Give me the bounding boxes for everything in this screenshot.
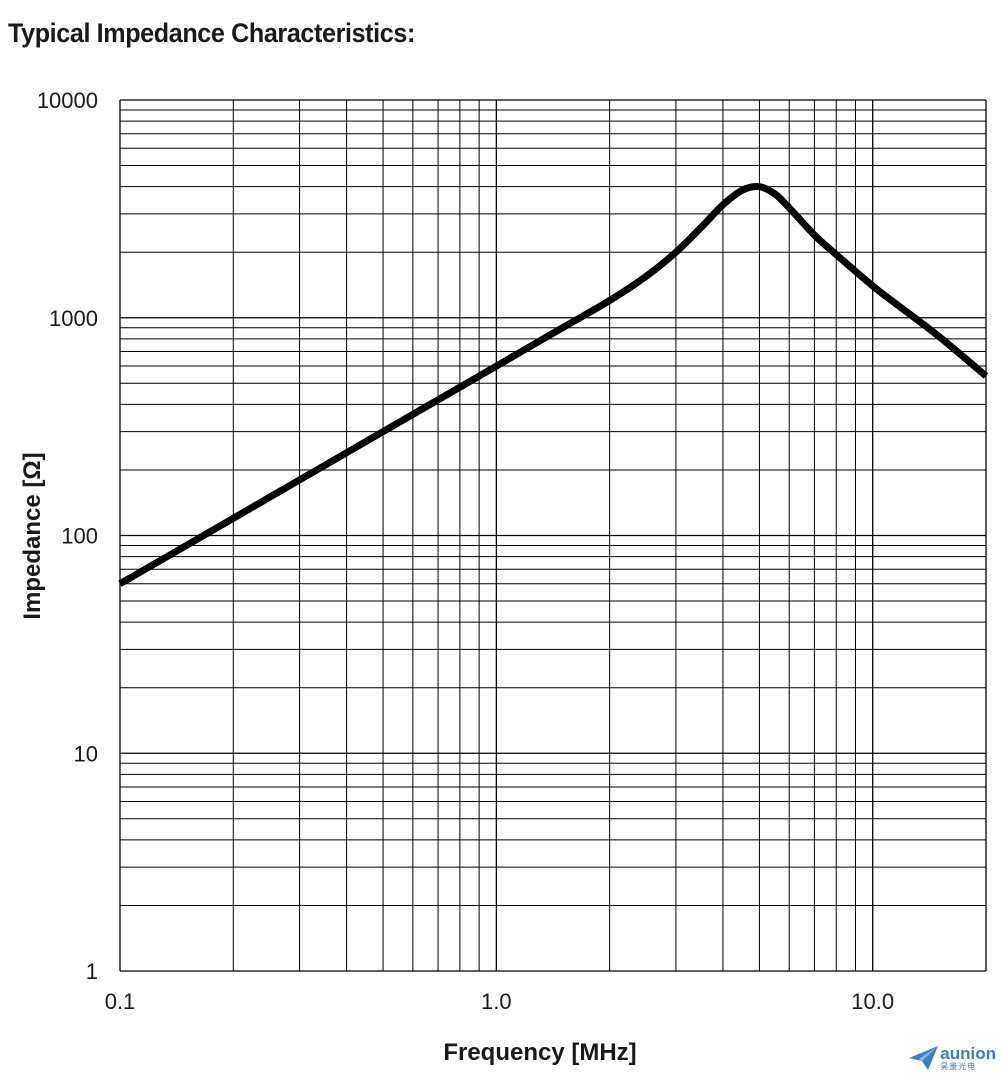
y-tick-label: 1000: [49, 306, 98, 331]
x-axis-label: Frequency [MHz]: [443, 1039, 636, 1066]
x-tick-label: 0.1: [105, 989, 136, 1014]
x-tick-label: 10.0: [851, 989, 894, 1014]
y-tick-label: 100: [61, 524, 98, 549]
chart-title: Typical Impedance Characteristics:: [8, 18, 415, 48]
paper-plane-icon: [909, 1046, 939, 1070]
impedance-curve: [118, 183, 989, 587]
y-tick-label: 10: [74, 741, 98, 766]
aunion-watermark: aunion 昊量光电: [908, 1044, 996, 1072]
y-axis-label: Impedance [Ω]: [19, 452, 46, 619]
watermark-sub: 昊量光电: [940, 1062, 977, 1071]
x-tick-label: 1.0: [481, 989, 512, 1014]
y-tick-label: 10000: [37, 88, 98, 113]
tick-labels: 0.1 1.0 10.0 1 10 100 1000 10000: [37, 88, 894, 1014]
y-tick-label: 1: [86, 959, 98, 984]
major-gridlines: [119, 99, 987, 972]
watermark-word: aunion: [940, 1044, 996, 1063]
